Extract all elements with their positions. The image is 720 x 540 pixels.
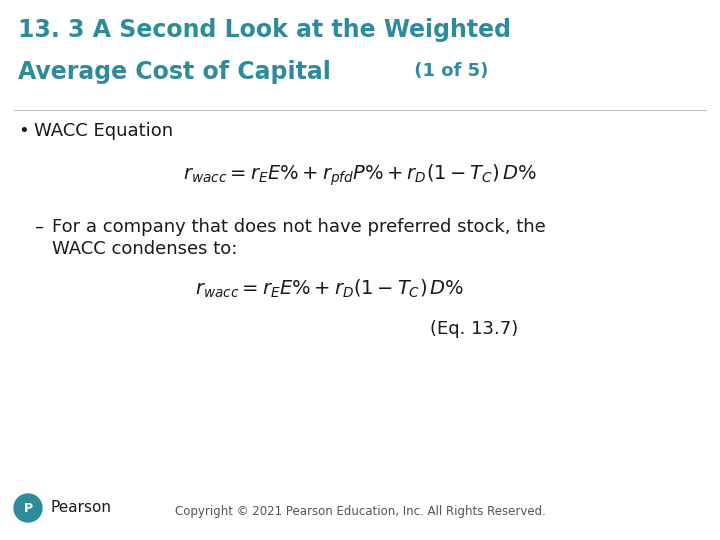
Text: WACC Equation: WACC Equation xyxy=(34,122,173,140)
Text: For a company that does not have preferred stock, the: For a company that does not have preferr… xyxy=(52,218,546,236)
Text: WACC condenses to:: WACC condenses to: xyxy=(52,240,238,258)
Text: Average Cost of Capital: Average Cost of Capital xyxy=(18,60,331,84)
Text: Copyright © 2021 Pearson Education, Inc. All Rights Reserved.: Copyright © 2021 Pearson Education, Inc.… xyxy=(174,505,546,518)
Text: 13. 3 A Second Look at the Weighted: 13. 3 A Second Look at the Weighted xyxy=(18,18,511,42)
Circle shape xyxy=(14,494,42,522)
Text: Pearson: Pearson xyxy=(50,501,111,516)
Text: $r_{wacc} = r_E E\% + r_{pfd} P\% + r_D(1 - T_C)\, D\%$: $r_{wacc} = r_E E\% + r_{pfd} P\% + r_D(… xyxy=(183,162,537,187)
Text: $r_{wacc} = r_E E\% + r_D(1 - T_C)\, D\%$: $r_{wacc} = r_E E\% + r_D(1 - T_C)\, D\%… xyxy=(195,278,464,300)
Text: (Eq. 13.7): (Eq. 13.7) xyxy=(430,320,518,338)
Text: (1 of 5): (1 of 5) xyxy=(408,62,488,80)
Text: P: P xyxy=(24,502,32,515)
Text: •: • xyxy=(18,122,29,140)
Text: –: – xyxy=(34,218,43,236)
